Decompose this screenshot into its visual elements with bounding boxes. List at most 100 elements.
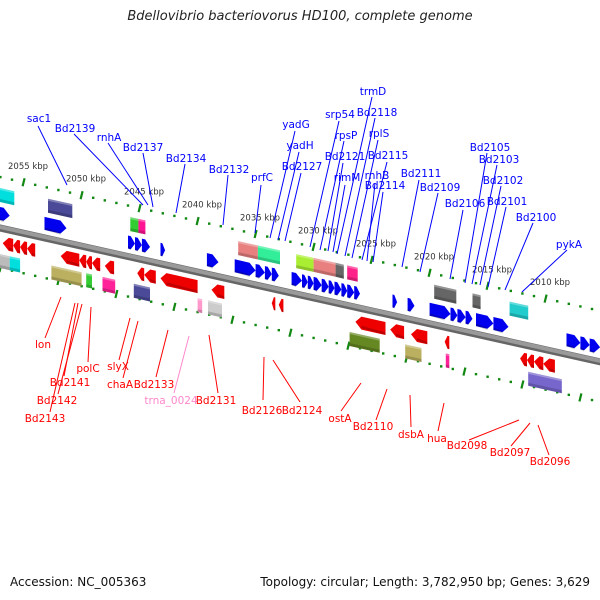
forward-gene-arrow (206, 253, 219, 268)
reverse-gene-arrow-shade (281, 308, 284, 313)
tick-minor (440, 274, 443, 277)
forward-label-leader (366, 182, 376, 262)
forward-label-leader (107, 142, 149, 206)
forward-gene-arrow (302, 274, 308, 288)
forward-gene-arrow-shade (160, 253, 163, 257)
reverse-gene-arrow (520, 352, 527, 367)
tick-minor (486, 375, 489, 378)
forward-gene-label: Bd2114 (365, 180, 406, 192)
reverse-gene-arrow-shade (531, 364, 534, 369)
forward-feature-box-shade (0, 198, 15, 206)
tick-major (21, 177, 26, 187)
backbone (0, 224, 600, 366)
forward-gene-arrow-shade (44, 227, 61, 235)
tick-minor (150, 300, 153, 303)
reverse-gene-label: chaA (107, 379, 134, 391)
reverse-gene-arrow-shade (141, 277, 145, 282)
reverse-gene-arrow-shade (273, 307, 276, 311)
reverse-gene-label: Bd2110 (353, 421, 394, 433)
tick-minor (474, 372, 478, 376)
reverse-feature-box (445, 353, 450, 369)
tick-minor (173, 214, 176, 218)
reverse-feature-box-shade (133, 294, 150, 302)
reverse-gene-arrow (271, 297, 276, 311)
reverse-gene-arrow (527, 354, 534, 369)
reverse-gene-arrow-shade (66, 260, 80, 267)
kbp-tick-label: 2010 kbp (530, 278, 570, 288)
reverse-gene-arrow-shade (150, 278, 156, 284)
forward-gene-arrow-shade (580, 346, 585, 352)
genome-summary-text: Topology: circular; Length: 3,782,950 bp… (260, 575, 590, 589)
tick-minor (126, 295, 130, 298)
forward-feature-box (138, 218, 146, 235)
reverse-label-leader (510, 422, 531, 447)
forward-gene-label: Bd2127 (282, 161, 323, 173)
tick-major (578, 393, 583, 402)
forward-gene-label: yadH (286, 140, 313, 152)
forward-gene-arrow-shade (566, 343, 575, 350)
reverse-label-leader (44, 296, 62, 339)
reverse-feature-box-highlight (197, 298, 203, 302)
forward-gene-label: Bd2103 (479, 154, 520, 166)
tick-major (369, 255, 374, 265)
tick-minor (300, 243, 304, 246)
reverse-feature-box-highlight (349, 332, 380, 341)
forward-gene-arrow-shade (341, 293, 344, 298)
forward-feature-box-highlight (257, 245, 280, 253)
forward-feature-box-highlight (335, 262, 344, 267)
forward-feature-box-shade (313, 268, 336, 277)
forward-label-leader (319, 140, 345, 251)
reverse-gene-arrow (137, 267, 145, 282)
forward-gene-arrow-shade (313, 287, 317, 292)
tick-minor (289, 240, 292, 243)
forward-feature-box-shade (48, 209, 73, 219)
reverse-gene-arrow-shade (17, 249, 21, 254)
forward-gene-label: Bd2105 (470, 142, 511, 154)
forward-gene-arrow (457, 309, 466, 323)
forward-gene-arrow-shade (347, 294, 350, 299)
tick-minor (115, 201, 118, 205)
tick-minor (567, 302, 570, 306)
reverse-feature-box-shade (0, 265, 10, 271)
forward-gene-arrow (321, 278, 329, 293)
tick-minor (161, 212, 164, 215)
forward-gene-arrow (128, 235, 135, 250)
forward-gene-label: srp54 (325, 109, 355, 121)
reverse-feature-box-shade (51, 276, 82, 287)
forward-gene-arrow (234, 259, 256, 276)
tick-minor (498, 287, 501, 290)
forward-gene-arrow (0, 206, 10, 221)
forward-gene-arrow-shade (450, 318, 454, 322)
reverse-feature-box-highlight (9, 256, 21, 261)
forward-gene-arrow (135, 237, 142, 251)
tick-minor (463, 279, 466, 282)
backbone-line (0, 224, 600, 363)
forward-gene-arrow-shade (0, 218, 4, 223)
reverse-gene-arrow (27, 243, 36, 257)
reverse-gene-label: Bd2142 (37, 395, 78, 407)
reverse-gene-arrow (543, 358, 555, 373)
reverse-feature-box-highlight (51, 265, 82, 275)
forward-gene-arrow-shade (457, 319, 461, 324)
forward-gene-arrow-shade (589, 349, 595, 354)
forward-gene-arrow (44, 216, 67, 234)
tick-minor (45, 277, 48, 280)
forward-gene-arrow (566, 333, 581, 349)
forward-label-leader (361, 161, 388, 261)
forward-gene-arrow (465, 310, 473, 325)
reverse-feature-box-shade (528, 382, 562, 394)
forward-gene-label: pykA (556, 239, 583, 251)
reverse-feature-box-shade (86, 284, 92, 289)
forward-gene-arrow-shade (234, 269, 250, 277)
forward-feature-box-highlight (509, 301, 529, 308)
forward-gene-label: Bd2102 (483, 175, 524, 187)
tick-major (114, 289, 119, 299)
forward-label-leader (284, 172, 302, 242)
forward-gene-arrow (407, 297, 415, 312)
reverse-gene-arrow-shade (539, 365, 544, 371)
forward-feature-box (509, 301, 529, 320)
forward-label-leader (372, 191, 384, 263)
tick-minor (521, 292, 524, 295)
tick-minor (416, 269, 420, 272)
forward-gene-arrow-shade (206, 263, 213, 269)
